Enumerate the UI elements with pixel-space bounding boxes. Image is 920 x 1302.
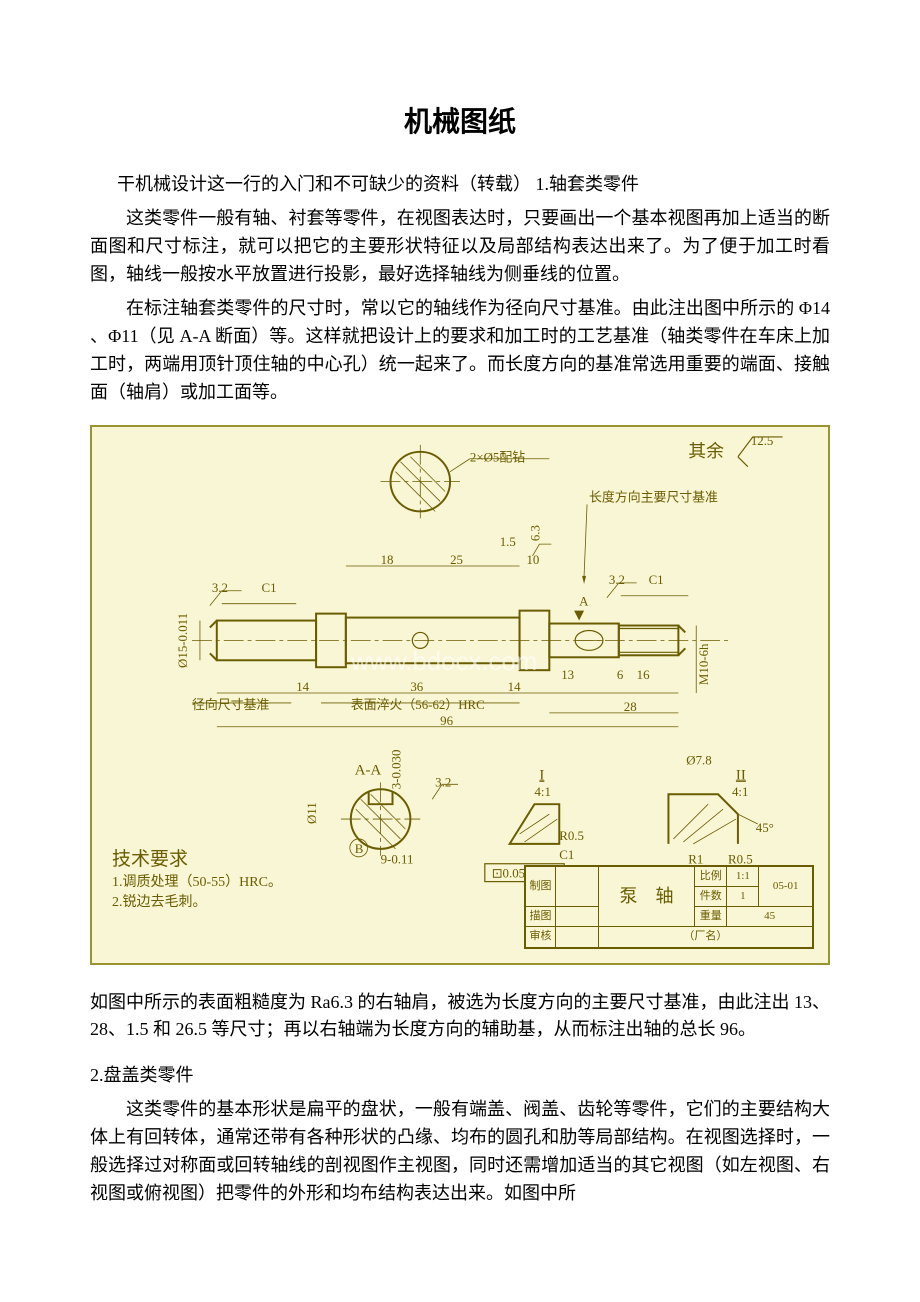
label-surface-rest: 其余 [688, 440, 724, 460]
tb-factory: （厂名） [598, 927, 812, 947]
tb-mat: 45 [727, 907, 813, 927]
tb-scale-lbl: 比例 [695, 867, 727, 887]
paragraph-4: 这类零件的基本形状是扁平的盘状，一般有端盖、阀盖、齿轮等零件，它们的主要结构大体… [90, 1096, 830, 1208]
tb-qty-val: 1 [727, 887, 759, 907]
figure-container: 其余 12.5 2×Ø5配钻 长度方向主要尺寸基准 [90, 425, 830, 965]
c1-det: C1 [559, 847, 574, 861]
dim-9: 9-0.11 [381, 852, 414, 866]
paragraph-1: 这类零件一般有轴、衬套等零件，在视图表达时，只要画出一个基本视图再加上适当的断面… [90, 205, 830, 289]
label-section-aa: A-A [355, 762, 382, 778]
tb-scale-val: 1:1 [727, 867, 759, 887]
shaft-drawing: 其余 12.5 2×Ø5配钻 长度方向主要尺寸基准 [90, 425, 830, 965]
dim-18: 18 [381, 552, 394, 566]
label-c1-left: C1 [261, 580, 276, 594]
dim-25: 25 [450, 552, 463, 566]
page-title: 机械图纸 [90, 100, 830, 143]
tech-req-head: 技术要求 [112, 847, 282, 874]
detail-i: I [539, 767, 544, 783]
tb-trace: 描图 [526, 907, 556, 927]
dim-36: 36 [410, 680, 423, 694]
dim-6-3: 6.3 [528, 525, 542, 541]
dim-96: 96 [440, 713, 453, 727]
tb-dwgno: 05-01 [759, 867, 813, 907]
dim-aa-tol: 3-0.030 [389, 749, 403, 789]
tech-requirements: 技术要求 1.调质处理（50-55）HRC。 2.锐边去毛刺。 [112, 847, 282, 913]
label-hole-note: 2×Ø5配钻 [470, 450, 525, 464]
paragraph-3: 如图中所示的表面粗糙度为 Ra6.3 的右轴肩，被选为长度方向的主要尺寸基准，由… [90, 989, 830, 1045]
label-hardness: 表面淬火（56-62）HRC [351, 697, 485, 711]
paragraph-2: 在标注轴套类零件的尺寸时，常以它的轴线作为径向尺寸基准。由此注出图中所示的 Φ1… [90, 295, 830, 407]
label-c1-right: C1 [649, 572, 664, 586]
label-radial-datum: 径向尺寸基准 [192, 696, 269, 711]
detail-ii: II [736, 767, 746, 783]
detail-i-ratio: 4:1 [534, 785, 550, 799]
intro-line: 干机械设计这一行的入门和不可缺少的资料（转载） 1.轴套类零件 [90, 171, 830, 199]
tech-req-2: 2.锐边去毛刺。 [112, 893, 282, 913]
tb-qty-lbl: 件数 [695, 887, 727, 907]
watermark: www.bdocx.com [350, 648, 537, 676]
dim-13: 13 [561, 668, 574, 682]
dim-thread: M10-6h [697, 642, 711, 684]
detail-ii-ratio: 4:1 [732, 785, 748, 799]
dim-d15: Ø15-0.011 [176, 612, 190, 667]
label-length-datum: 长度方向主要尺寸基准 [589, 489, 718, 504]
section-mark-a: A [579, 594, 589, 608]
drawing-title-block: 制图 泵 轴 比例 1:1 05-01 件数 1 描图 重量 45 [524, 865, 814, 948]
dim-d11: Ø11 [305, 802, 319, 824]
label-surface-val: 12.5 [751, 433, 774, 447]
tech-req-1: 1.调质处理（50-55）HRC。 [112, 873, 282, 893]
tb-part-name: 泵 轴 [598, 867, 694, 927]
rough-aa: 3.2 [435, 775, 451, 789]
r1: R1 [688, 852, 703, 866]
dim-1-5: 1.5 [500, 535, 516, 549]
tb-check: 审核 [526, 927, 556, 947]
tb-mass-lbl: 重量 [695, 907, 727, 927]
r05-a: R0.5 [559, 828, 584, 842]
dim-28: 28 [624, 699, 637, 713]
r05-b: R0.5 [728, 852, 753, 866]
dim-16: 16 [637, 668, 650, 682]
tb-draw: 制图 [526, 867, 556, 907]
datum-b: B [355, 841, 364, 855]
dim-14a: 14 [296, 680, 309, 694]
dim-6: 6 [617, 668, 624, 682]
dim-d78: Ø7.8 [686, 753, 711, 767]
section-2-head: 2.盘盖类零件 [90, 1062, 830, 1090]
dim-14b: 14 [508, 680, 521, 694]
ang-45: 45° [756, 820, 774, 834]
